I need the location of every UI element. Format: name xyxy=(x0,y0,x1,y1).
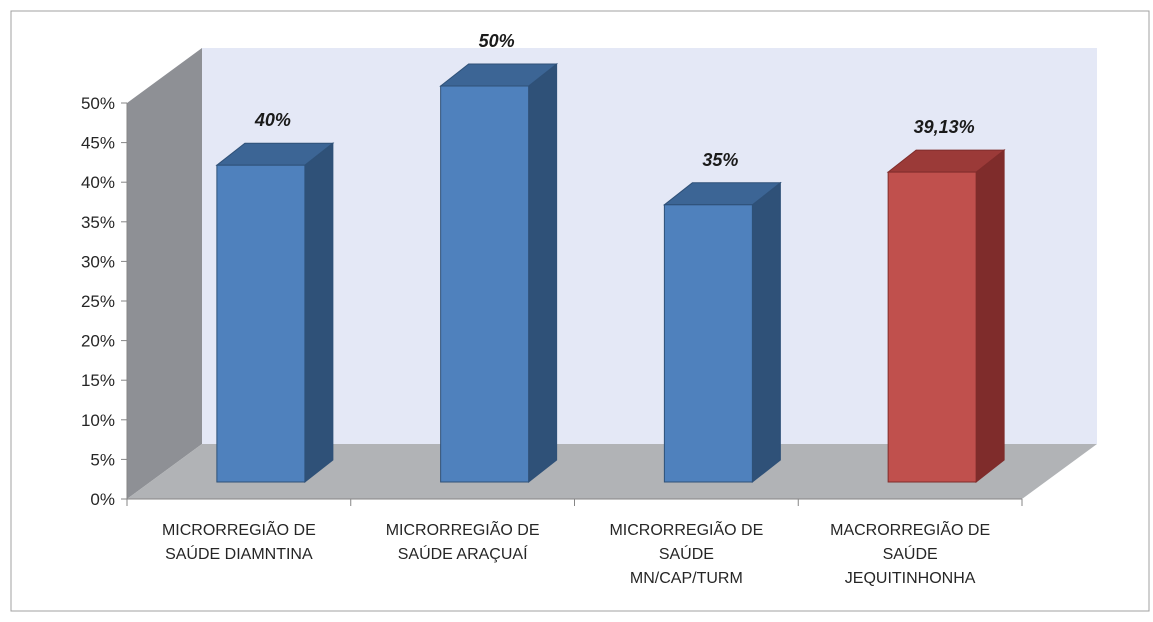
y-tick-label: 50% xyxy=(81,94,115,113)
bar xyxy=(886,149,1006,484)
bar xyxy=(662,181,782,484)
y-tick-label: 5% xyxy=(90,450,115,469)
y-tick-label: 0% xyxy=(90,490,115,509)
data-label: 40% xyxy=(254,110,291,130)
bar xyxy=(439,62,559,484)
bar-side xyxy=(304,142,334,484)
data-label: 39,13% xyxy=(914,117,975,137)
y-tick-label: 15% xyxy=(81,371,115,390)
x-tick-label: MICRORREGIÃO DE SAÚDE DIAMNTINA xyxy=(162,519,316,563)
data-label: 35% xyxy=(702,150,738,170)
chart-bars xyxy=(215,62,1006,484)
y-tick-label: 20% xyxy=(81,332,115,351)
chart-walls xyxy=(127,48,1097,499)
y-axis: 0% 5% 10% 15% 20% 25% 30% 35% 40% 45% 50% xyxy=(81,94,128,509)
y-tick-label: 40% xyxy=(81,173,115,192)
x-axis: MICRORREGIÃO DE SAÚDE DIAMNTINA MICRORREGI… xyxy=(126,498,1023,587)
x-tick-label: MICRORREGIÃO DE SAÚDE ARAÇUAÍ xyxy=(386,519,540,563)
bar-front xyxy=(440,85,530,483)
back-wall xyxy=(202,48,1097,444)
side-wall xyxy=(127,48,202,499)
floor xyxy=(127,444,1097,499)
x-tick-label: MACRORREGIÃO DE SAÚDE JEQUITINHONHA xyxy=(830,519,990,587)
data-label: 50% xyxy=(479,31,515,51)
bar-side xyxy=(528,62,558,484)
y-tick-label: 25% xyxy=(81,292,115,311)
y-tick-label: 45% xyxy=(81,134,115,153)
y-tick-label: 30% xyxy=(81,252,115,271)
bar-side xyxy=(751,181,781,484)
data-labels: 40% 50% 35% 39,13% xyxy=(254,31,975,170)
y-tick-label: 10% xyxy=(81,411,115,430)
x-tick-label: MICRORREGIÃO DE SAÚDE MN/CAP/TURM xyxy=(609,519,763,587)
bar-front xyxy=(216,164,306,483)
bar-front xyxy=(887,171,977,483)
bar-front xyxy=(663,204,753,483)
bar xyxy=(215,142,335,484)
bar-side xyxy=(975,149,1005,484)
y-tick-label: 35% xyxy=(81,213,115,232)
